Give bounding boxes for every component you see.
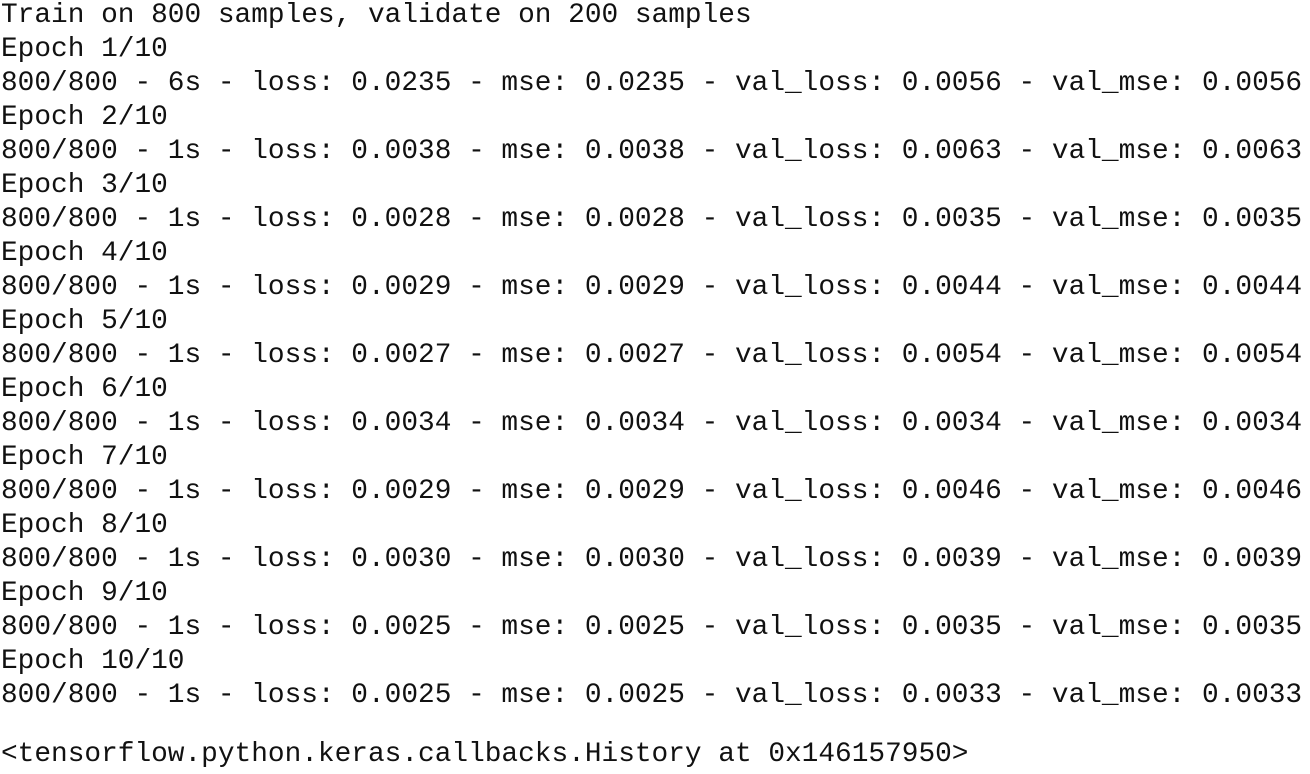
- epoch-label: Epoch 6/10: [1, 374, 168, 405]
- epoch-progress: 800/800 - 1s - loss: 0.0034 - mse: 0.003…: [1, 408, 1303, 439]
- epoch-label: Epoch 10/10: [1, 646, 185, 677]
- epoch-label: Epoch 7/10: [1, 442, 168, 473]
- epoch-progress: 800/800 - 6s - loss: 0.0235 - mse: 0.023…: [1, 68, 1303, 99]
- spacer: [1, 713, 1310, 738]
- epoch-label: Epoch 9/10: [1, 578, 168, 609]
- epoch-label: Epoch 5/10: [1, 306, 168, 337]
- epoch-label: Epoch 2/10: [1, 102, 168, 133]
- epoch-progress: 800/800 - 1s - loss: 0.0029 - mse: 0.002…: [1, 476, 1303, 507]
- epoch-label: Epoch 1/10: [1, 34, 168, 65]
- epoch-progress: 800/800 - 1s - loss: 0.0030 - mse: 0.003…: [1, 544, 1303, 575]
- epoch-label: Epoch 3/10: [1, 170, 168, 201]
- epoch-progress: 800/800 - 1s - loss: 0.0028 - mse: 0.002…: [1, 204, 1303, 235]
- epoch-label: Epoch 4/10: [1, 238, 168, 269]
- epoch-label: Epoch 8/10: [1, 510, 168, 541]
- header-line: Train on 800 samples, validate on 200 sa…: [1, 0, 752, 31]
- epoch-log: Epoch 1/10 800/800 - 6s - loss: 0.0235 - …: [1, 33, 1310, 713]
- epoch-progress: 800/800 - 1s - loss: 0.0038 - mse: 0.003…: [1, 136, 1303, 167]
- result-line: <tensorflow.python.keras.callbacks.Histo…: [1, 739, 969, 770]
- epoch-progress: 800/800 - 1s - loss: 0.0027 - mse: 0.002…: [1, 340, 1303, 371]
- epoch-progress: 800/800 - 1s - loss: 0.0025 - mse: 0.002…: [1, 612, 1303, 643]
- epoch-progress: 800/800 - 1s - loss: 0.0025 - mse: 0.002…: [1, 680, 1303, 711]
- epoch-progress: 800/800 - 1s - loss: 0.0029 - mse: 0.002…: [1, 272, 1303, 303]
